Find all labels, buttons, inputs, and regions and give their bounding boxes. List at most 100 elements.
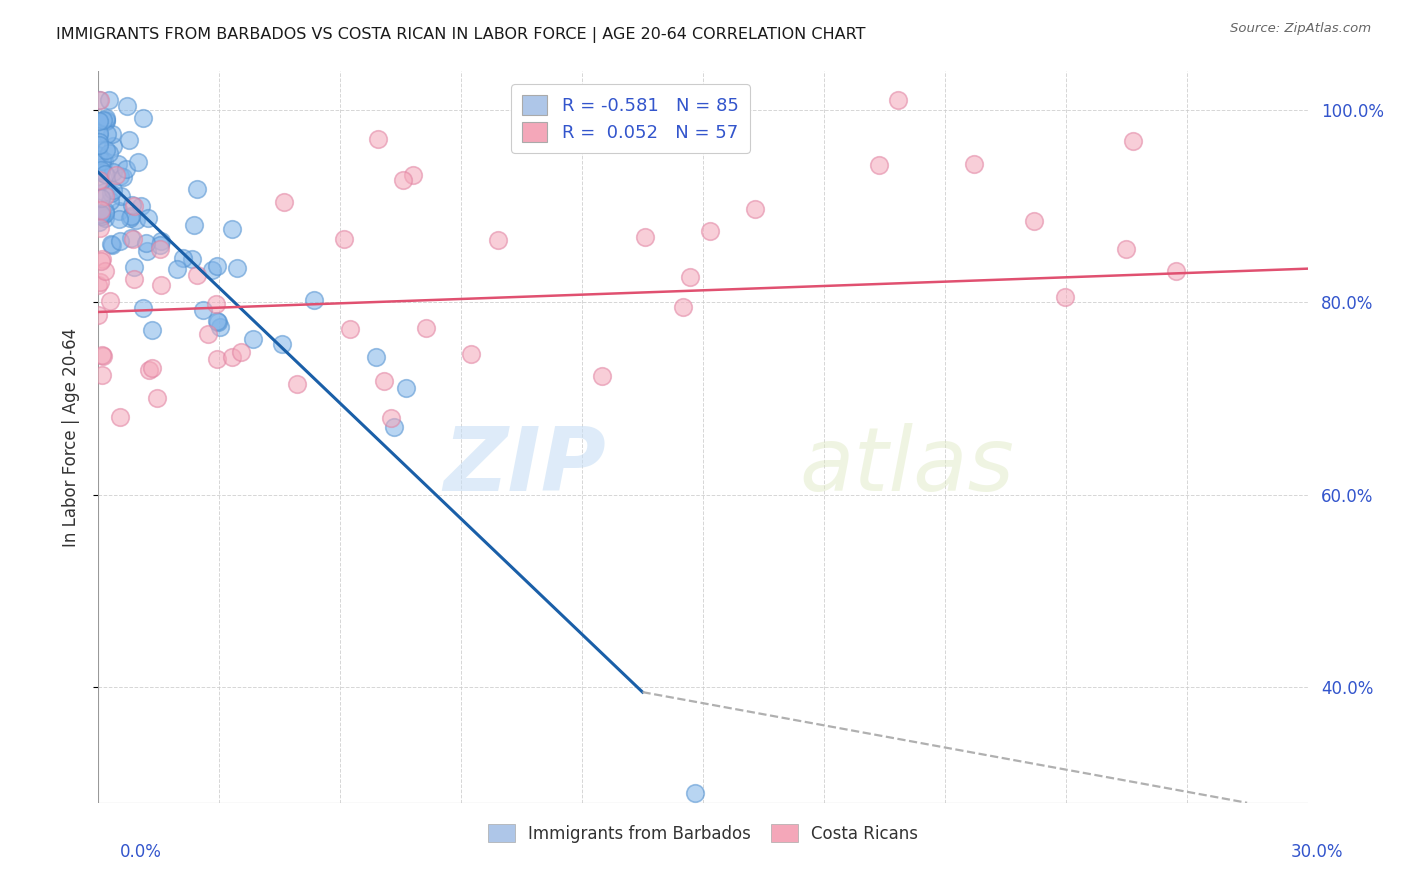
Legend: Immigrants from Barbados, Costa Ricans: Immigrants from Barbados, Costa Ricans xyxy=(481,817,925,849)
Text: Source: ZipAtlas.com: Source: ZipAtlas.com xyxy=(1230,22,1371,36)
Point xyxy=(135,244,157,258)
Point xyxy=(101,165,124,179)
Point xyxy=(141,361,163,376)
Point xyxy=(87,278,110,293)
Point xyxy=(273,194,295,209)
Point xyxy=(129,199,152,213)
Point xyxy=(87,128,110,142)
Text: 30.0%: 30.0% xyxy=(1291,843,1343,861)
Point xyxy=(183,218,205,232)
Point xyxy=(107,212,129,227)
Point xyxy=(683,786,706,800)
Point xyxy=(90,252,112,266)
Point xyxy=(94,211,117,225)
Text: IMMIGRANTS FROM BARBADOS VS COSTA RICAN IN LABOR FORCE | AGE 20-64 CORRELATION C: IMMIGRANTS FROM BARBADOS VS COSTA RICAN … xyxy=(56,27,866,43)
Point xyxy=(105,168,128,182)
Point xyxy=(149,238,172,252)
Point xyxy=(270,337,292,351)
Point xyxy=(108,169,131,183)
Point xyxy=(120,231,142,245)
Point xyxy=(221,222,243,236)
Point xyxy=(132,301,155,315)
Point xyxy=(93,185,115,199)
Point xyxy=(150,277,173,292)
Point xyxy=(180,252,202,266)
Point xyxy=(205,297,228,311)
Point xyxy=(87,135,110,149)
Point xyxy=(94,203,117,218)
Point xyxy=(115,161,138,176)
Point xyxy=(186,182,208,196)
Point xyxy=(94,143,117,157)
Point xyxy=(207,315,229,329)
Point xyxy=(87,308,110,322)
Point xyxy=(402,169,425,183)
Point xyxy=(87,173,110,187)
Y-axis label: In Labor Force | Age 20-64: In Labor Force | Age 20-64 xyxy=(62,327,80,547)
Point xyxy=(94,111,117,125)
Point xyxy=(93,153,115,168)
Point xyxy=(460,346,482,360)
Point xyxy=(107,203,129,218)
Text: atlas: atlas xyxy=(800,424,1015,509)
Point xyxy=(107,157,129,171)
Point xyxy=(120,211,142,225)
Point xyxy=(100,293,122,308)
Point xyxy=(89,93,111,107)
Point xyxy=(868,158,890,172)
Point xyxy=(132,111,155,125)
Point xyxy=(94,206,117,220)
Point xyxy=(124,199,146,213)
Point xyxy=(205,351,228,366)
Point xyxy=(100,236,122,251)
Point xyxy=(94,189,117,203)
Point xyxy=(90,203,112,218)
Point xyxy=(1024,214,1046,228)
Point xyxy=(96,127,118,141)
Point xyxy=(135,235,157,250)
Point xyxy=(205,260,228,274)
Point xyxy=(191,303,214,318)
Point xyxy=(339,322,361,336)
Point xyxy=(111,170,134,185)
Point xyxy=(87,148,110,162)
Point xyxy=(285,377,308,392)
Point xyxy=(197,326,219,341)
Point xyxy=(221,350,243,364)
Point xyxy=(122,271,145,285)
Point xyxy=(90,160,112,174)
Point xyxy=(89,93,111,107)
Point xyxy=(415,321,437,335)
Point xyxy=(136,211,159,226)
Point xyxy=(91,209,114,223)
Point xyxy=(124,213,146,227)
Point xyxy=(699,224,721,238)
Point xyxy=(172,251,194,265)
Point xyxy=(90,174,112,188)
Point xyxy=(486,233,509,247)
Point xyxy=(679,270,702,285)
Point xyxy=(121,198,143,212)
Point xyxy=(91,112,114,127)
Point xyxy=(108,409,131,424)
Point xyxy=(302,293,325,307)
Point xyxy=(1115,243,1137,257)
Point xyxy=(100,127,122,141)
Point xyxy=(100,186,122,200)
Point xyxy=(962,157,984,171)
Point xyxy=(97,146,120,161)
Point xyxy=(141,323,163,337)
Point xyxy=(242,332,264,346)
Point xyxy=(110,189,132,203)
Point xyxy=(149,242,172,256)
Point xyxy=(89,221,111,235)
Point xyxy=(117,133,139,147)
Point xyxy=(392,173,415,187)
Point xyxy=(94,113,117,128)
Point xyxy=(166,262,188,277)
Text: 0.0%: 0.0% xyxy=(120,843,162,861)
Point xyxy=(90,254,112,268)
Point xyxy=(120,209,142,223)
Point xyxy=(1164,264,1187,278)
Point xyxy=(90,191,112,205)
